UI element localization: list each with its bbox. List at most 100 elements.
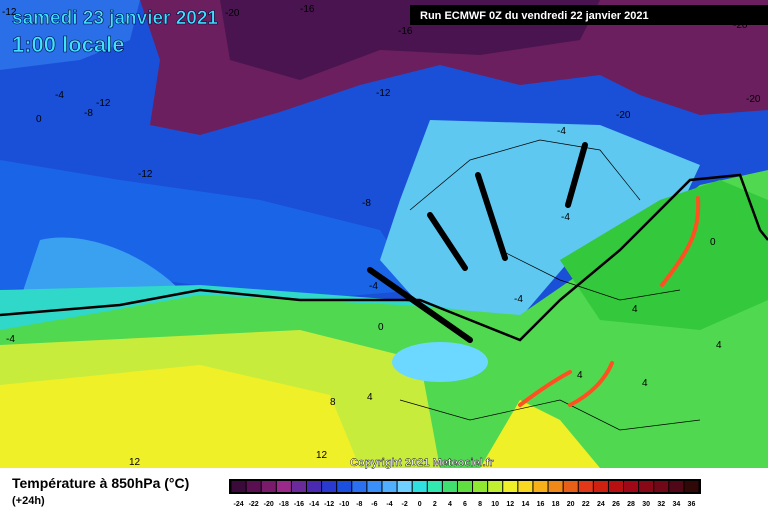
- colorbar-label: -24: [233, 501, 243, 508]
- colorbar-swatch: [473, 481, 488, 492]
- contour-label: -20: [616, 110, 631, 121]
- colorbar-swatch: [578, 481, 593, 492]
- colorbar-label: 6: [463, 501, 467, 508]
- colorbar-swatch: [231, 481, 246, 492]
- colorbar-label: -14: [309, 501, 319, 508]
- colorbar-label: -16: [294, 501, 304, 508]
- contour-label: -12: [2, 7, 17, 18]
- run-box: [410, 5, 768, 25]
- contour-label: -20: [225, 8, 240, 19]
- colorbar-label: -12: [324, 501, 334, 508]
- colorbar-swatch: [306, 481, 322, 492]
- colorbar-swatch: [518, 481, 533, 492]
- colorbar-swatch: [427, 481, 442, 492]
- contour-label: -4: [55, 90, 64, 101]
- colorbar-swatch: [291, 481, 306, 492]
- contour-label: -8: [362, 198, 371, 209]
- colorbar-label: 26: [612, 501, 620, 508]
- contour-label: -4: [561, 212, 570, 223]
- colorbar-label: 16: [537, 501, 545, 508]
- colorbar-label: 12: [506, 501, 514, 508]
- run-label: Run ECMWF 0Z du vendredi 22 janvier 2021: [420, 10, 649, 22]
- colorbar-swatch: [593, 481, 608, 492]
- colorbar-swatch: [442, 481, 457, 492]
- colorbar-swatch: [503, 481, 518, 492]
- colorbar-label: 0: [418, 501, 422, 508]
- contour-label: -20: [733, 20, 748, 31]
- contour-label: -4: [514, 294, 523, 305]
- colorbar-swatch: [624, 481, 639, 492]
- contour-label: -4: [6, 334, 15, 345]
- contour-label: -20: [746, 94, 761, 105]
- contour-label: -16: [300, 4, 315, 15]
- contour-label: -4: [369, 281, 378, 292]
- colorbar-swatch: [669, 481, 684, 492]
- copyright: Copyright 2021 Meteociel.fr: [350, 457, 494, 469]
- colorbar-swatch: [246, 481, 261, 492]
- colorbar-swatch: [457, 481, 473, 492]
- colorbar-label: 32: [657, 501, 665, 508]
- colorbar-label: -22: [249, 501, 259, 508]
- legend-subtitle: (+24h): [12, 495, 45, 507]
- colorbar-label: -10: [339, 501, 349, 508]
- contour-label: 12: [129, 457, 141, 468]
- legend-title: Température à 850hPa (°C): [12, 475, 189, 491]
- colorbar-swatch: [352, 481, 367, 492]
- contour-label: 4: [577, 370, 583, 381]
- map: [0, 0, 768, 468]
- contour-label: 12: [316, 450, 328, 461]
- colorbar-swatch: [337, 481, 352, 492]
- colorbar-label: -2: [401, 501, 407, 508]
- colorbar-swatch: [412, 481, 427, 492]
- colorbar-swatch: [397, 481, 412, 492]
- colorbar-label: 20: [567, 501, 575, 508]
- contour-label: 8: [330, 397, 336, 408]
- colorbar-label: 4: [448, 501, 452, 508]
- colorbar-label: -20: [264, 501, 274, 508]
- colorbar-label: 28: [627, 501, 635, 508]
- colorbar-label: 18: [552, 501, 560, 508]
- contour-label: 4: [367, 392, 373, 403]
- colorbar-label: 24: [597, 501, 605, 508]
- colorbar-swatch: [654, 481, 669, 492]
- contour-label: 4: [642, 378, 648, 389]
- contour-label: -8: [84, 108, 93, 119]
- colorbar-swatch: [533, 481, 548, 492]
- colorbar-label: 2: [433, 501, 437, 508]
- contour-label: 4: [632, 304, 638, 315]
- colorbar-label: 36: [688, 501, 696, 508]
- colorbar-label: -8: [356, 501, 362, 508]
- colorbar-label: 34: [672, 501, 680, 508]
- contour-label: 0: [710, 237, 716, 248]
- colorbar-label: 30: [642, 501, 650, 508]
- contour-label: -12: [376, 88, 391, 99]
- contour-label: -16: [398, 26, 413, 37]
- colorbar-label: -6: [371, 501, 377, 508]
- colorbar-swatch: [322, 481, 337, 492]
- colorbar-swatch: [684, 481, 699, 492]
- colorbar-label: 14: [521, 501, 529, 508]
- date-title: samedi 23 janvier 2021: [12, 8, 218, 29]
- colorbar-swatch: [548, 481, 563, 492]
- colorbar-swatch: [382, 481, 397, 492]
- contour-label: 0: [378, 322, 384, 333]
- colorbar-label: 10: [491, 501, 499, 508]
- colorbar-label: -18: [279, 501, 289, 508]
- colorbar-label: 22: [582, 501, 590, 508]
- contour-label: 4: [716, 340, 722, 351]
- colorbar-swatch: [276, 481, 291, 492]
- colorbar-swatch: [488, 481, 503, 492]
- contour-label: -12: [96, 98, 111, 109]
- colorbar-swatch: [367, 481, 382, 492]
- colorbar-swatch: [608, 481, 624, 492]
- colorbar-swatch: [563, 481, 578, 492]
- colorbar-label: -4: [386, 501, 392, 508]
- colorbar-label: 8: [478, 501, 482, 508]
- contour-label: -12: [138, 169, 153, 180]
- colorbar-swatch: [261, 481, 276, 492]
- local-time: 1:00 locale: [12, 32, 125, 57]
- contour-label: -4: [557, 126, 566, 137]
- contour-label: 0: [36, 114, 42, 125]
- colorbar-swatch: [639, 481, 654, 492]
